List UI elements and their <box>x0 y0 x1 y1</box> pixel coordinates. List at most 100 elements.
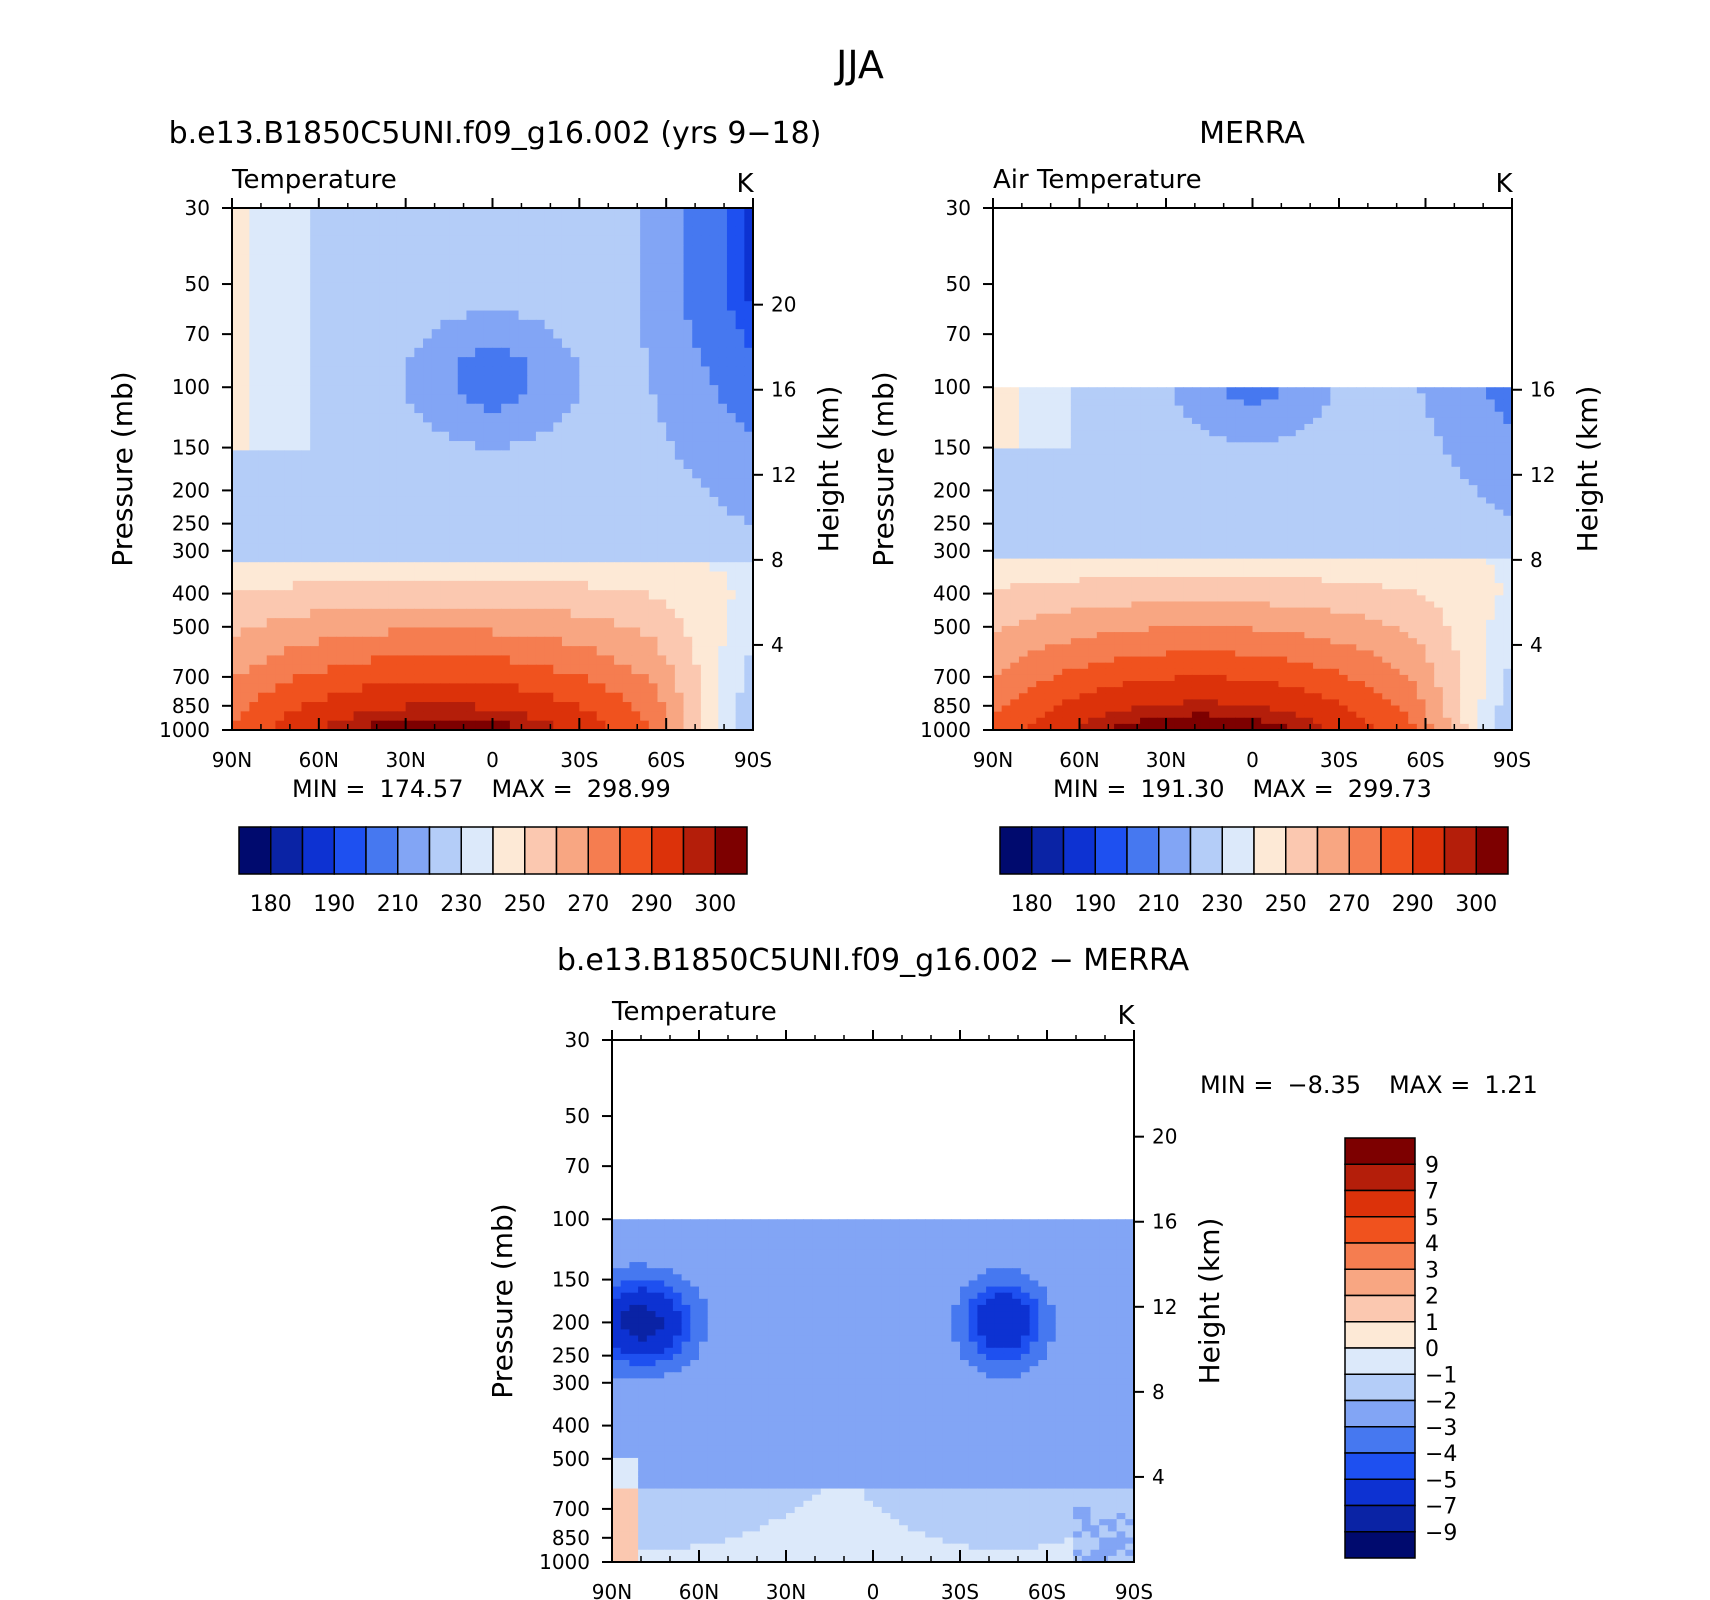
contour-cell <box>727 376 736 386</box>
contour-cell <box>1002 497 1011 504</box>
contour-cell <box>597 478 606 488</box>
contour-cell <box>1322 497 1331 504</box>
contour-cell <box>623 544 632 554</box>
contour-cell <box>640 245 649 255</box>
contour-cell <box>666 627 675 637</box>
contour-cell <box>1183 479 1192 486</box>
contour-cell <box>1365 406 1374 413</box>
contour-cell <box>440 460 449 470</box>
contour-cell <box>1201 455 1210 462</box>
contour-cell <box>736 329 745 339</box>
contour-cell <box>449 516 458 526</box>
contour-cell <box>310 488 319 498</box>
contour-cell <box>1036 516 1045 523</box>
contour-cell <box>301 376 310 386</box>
contour-cell <box>1175 461 1184 468</box>
contour-cell <box>432 441 441 451</box>
contour-cell <box>406 460 415 470</box>
contour-cell <box>1426 497 1435 504</box>
contour-cell <box>605 655 614 665</box>
contour-cell <box>649 311 658 321</box>
contour-cell <box>614 245 623 255</box>
contour-cell <box>1123 412 1132 419</box>
contour-cell <box>597 506 606 516</box>
contour-cell <box>666 637 675 647</box>
contour-cell <box>310 674 319 684</box>
contour-cell <box>1356 393 1365 400</box>
contour-cell <box>388 590 397 600</box>
contour-cell <box>423 376 432 386</box>
contour-cell <box>614 544 623 554</box>
contour-cell <box>440 525 449 535</box>
contour-cell <box>484 320 493 330</box>
contour-cell <box>501 339 510 349</box>
contour-cell <box>241 674 250 684</box>
contour-cell <box>466 301 475 311</box>
contour-cell <box>1054 436 1063 443</box>
contour-cell <box>1071 436 1080 443</box>
contour-cell <box>1296 418 1305 425</box>
contour-cell <box>1080 399 1089 406</box>
contour-cell <box>579 376 588 386</box>
contour-cell <box>397 357 406 367</box>
contour-cell <box>1477 534 1486 541</box>
contour-cell <box>536 264 545 274</box>
contour-cell <box>666 255 675 265</box>
contour-cell <box>1477 448 1486 455</box>
contour-cell <box>1028 534 1037 541</box>
contour-cell <box>1374 393 1383 400</box>
contour-cell <box>267 534 276 544</box>
y-tick-label: 1000 <box>159 718 210 742</box>
contour-cell <box>553 348 562 358</box>
contour-cell <box>1183 510 1192 517</box>
contour-cell <box>1175 448 1184 455</box>
contour-cell <box>423 394 432 404</box>
contour-cell <box>1417 393 1426 400</box>
contour-cell <box>458 311 467 321</box>
contour-cell <box>1062 497 1071 504</box>
contour-cell <box>675 404 684 414</box>
contour-cell <box>284 422 293 432</box>
contour-cell <box>631 618 640 628</box>
colorbar-swatch <box>493 827 525 874</box>
contour-cell <box>258 217 267 227</box>
contour-cell <box>640 460 649 470</box>
contour-cell <box>993 485 1002 492</box>
contour-cell <box>1443 497 1452 504</box>
contour-cell <box>727 292 736 302</box>
contour-cell <box>284 478 293 488</box>
contour-cell <box>1495 485 1504 492</box>
contour-cell <box>527 413 536 423</box>
contour-cell <box>571 255 580 265</box>
contour-cell <box>475 441 484 451</box>
contour-cell <box>241 534 250 544</box>
contour-cell <box>1071 485 1080 492</box>
contour-cell <box>718 553 727 563</box>
contour-cell <box>267 385 276 395</box>
contour-cell <box>527 534 536 544</box>
contour-cell <box>675 665 684 675</box>
contour-cell <box>319 329 328 339</box>
contour-cell <box>1114 393 1123 400</box>
contour-cell <box>293 292 302 302</box>
contour-cell <box>345 208 354 218</box>
model-temperature-panel: b.e13.B1850C5UNI.f09_g16.002 (yrs 9−18)T… <box>106 116 845 917</box>
contour-cell <box>1209 430 1218 437</box>
contour-cell <box>597 711 606 721</box>
contour-cell <box>371 385 380 395</box>
contour-cell <box>684 572 693 582</box>
contour-cell <box>736 311 745 321</box>
contour-cell <box>727 581 736 591</box>
contour-cell <box>1434 516 1443 523</box>
contour-cell <box>993 461 1002 468</box>
contour-cell <box>1365 534 1374 541</box>
contour-cell <box>1227 473 1236 480</box>
contour-cell <box>631 497 640 507</box>
contour-cell <box>666 646 675 656</box>
contour-cell <box>301 357 310 367</box>
contour-cell <box>553 572 562 582</box>
contour-cell <box>1054 534 1063 541</box>
contour-cell <box>1019 497 1028 504</box>
contour-cell <box>710 646 719 656</box>
contour-cell <box>649 339 658 349</box>
